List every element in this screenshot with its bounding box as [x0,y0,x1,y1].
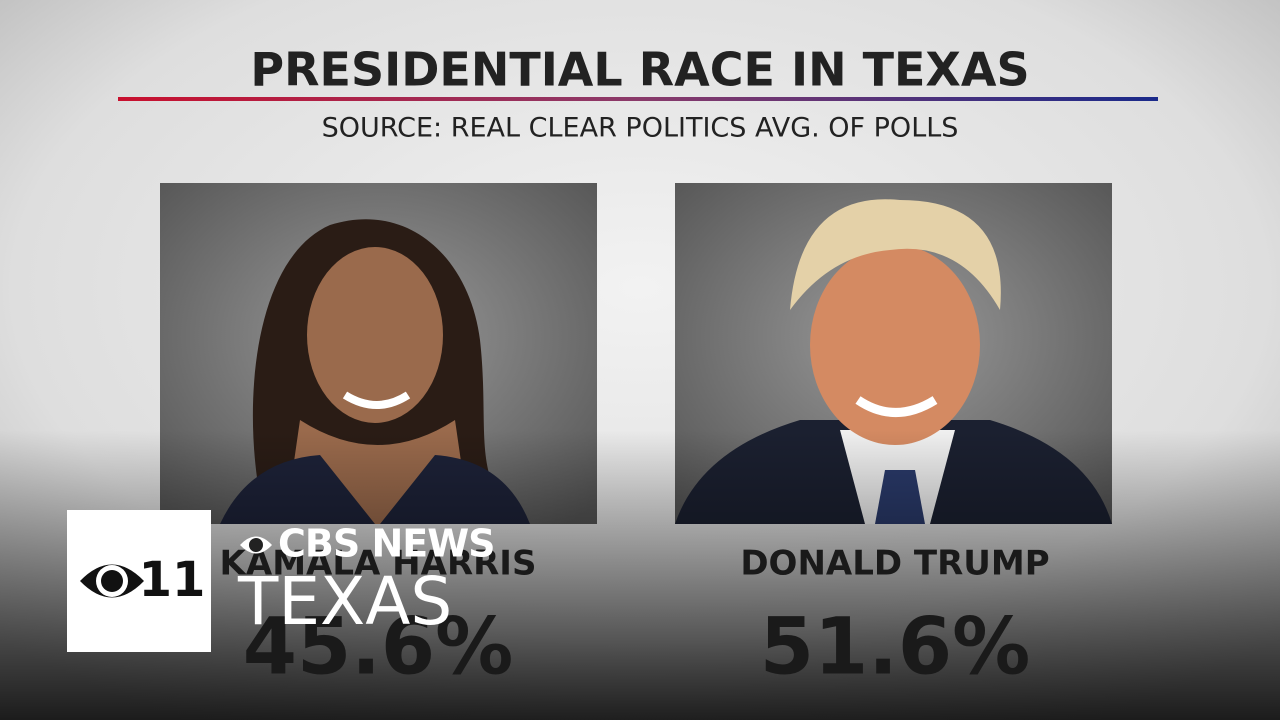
lower-shade [0,430,1280,720]
title-rule [118,97,1158,101]
poll-share: 51.6% [760,602,1031,692]
title: PRESIDENTIAL RACE IN TEXAS [250,43,1029,97]
candidate-name: KAMALA HARRIS [220,544,537,584]
network-name: CBS NEWS [278,522,495,566]
station-logo: 11 [67,510,211,652]
candidate-name: DONALD TRUMP [740,544,1049,584]
region-name: TEXAS [237,563,452,640]
network-eye [240,536,272,554]
source: SOURCE: REAL CLEAR POLITICS AVG. OF POLL… [322,113,959,144]
channel-number: 11 [139,552,206,608]
poll-share: 45.6% [243,602,514,692]
